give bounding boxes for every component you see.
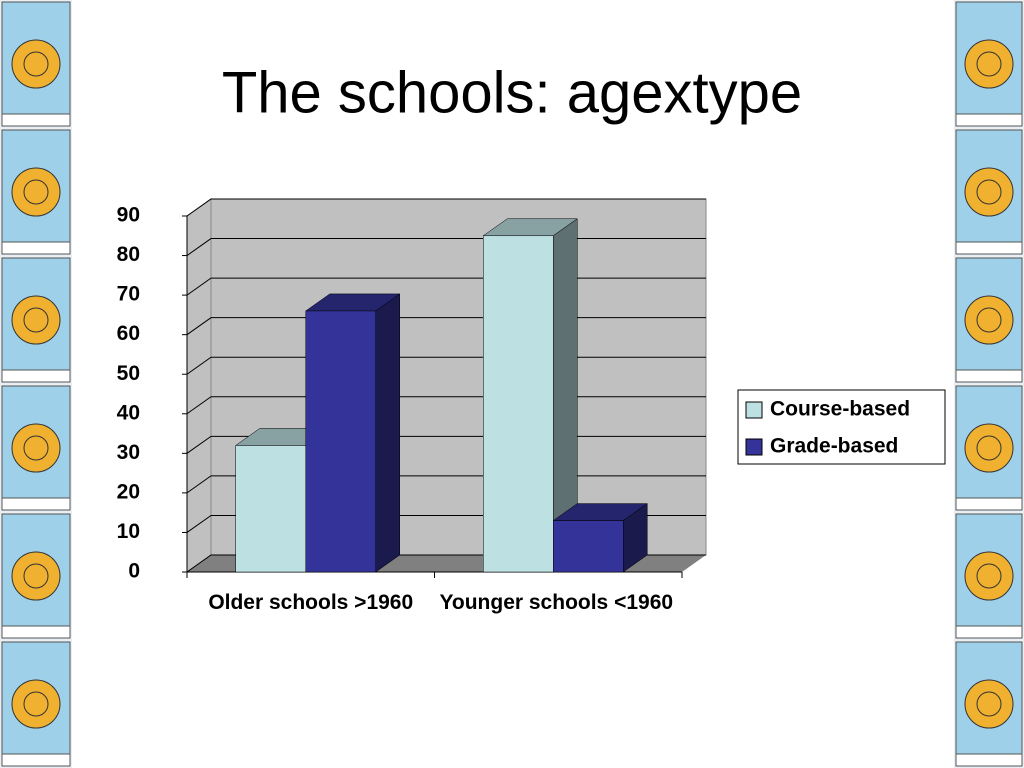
legend-swatch xyxy=(745,401,763,419)
card-wheel-inner xyxy=(976,51,1002,77)
card-wheel-inner xyxy=(23,563,49,589)
side-wall xyxy=(186,198,212,573)
card-wheel-inner xyxy=(23,307,49,333)
card-footer xyxy=(1,625,71,639)
y-tick-label: 0 xyxy=(128,560,140,583)
y-tick-label: 60 xyxy=(117,322,140,345)
card-footer xyxy=(1,113,71,127)
card-footer xyxy=(955,753,1023,767)
card-wheel-inner xyxy=(976,691,1002,717)
card-wheel-inner xyxy=(976,563,1002,589)
card-footer xyxy=(955,497,1023,511)
card-wheel xyxy=(964,295,1014,345)
card-footer xyxy=(955,369,1023,383)
card-wheel-inner xyxy=(976,307,1002,333)
card-wheel xyxy=(964,39,1014,89)
y-tick-label: 30 xyxy=(117,441,140,464)
x-tick-label: Younger schools <1960 xyxy=(439,591,674,614)
y-tick-label: 20 xyxy=(117,480,140,503)
card-footer xyxy=(955,113,1023,127)
legend-swatch xyxy=(745,438,763,456)
bar-side xyxy=(375,293,400,573)
y-tick-label: 10 xyxy=(117,520,140,543)
card-wheel-inner xyxy=(976,435,1002,461)
y-tick-label: 80 xyxy=(117,243,140,266)
y-tick-label: 70 xyxy=(117,283,140,306)
card-wheel xyxy=(964,167,1014,217)
card-footer xyxy=(955,625,1023,639)
card-wheel-inner xyxy=(23,435,49,461)
bar xyxy=(305,310,376,573)
card-footer xyxy=(1,497,71,511)
card-wheel xyxy=(11,551,61,601)
card-wheel xyxy=(11,423,61,473)
y-tick-label: 90 xyxy=(117,204,140,227)
card-wheel xyxy=(964,551,1014,601)
card-wheel xyxy=(11,679,61,729)
card-footer xyxy=(1,369,71,383)
card-wheel-inner xyxy=(23,691,49,717)
card-wheel xyxy=(964,679,1014,729)
bar xyxy=(483,235,554,573)
y-tick-label: 50 xyxy=(117,362,140,385)
chart-title: The schools: agextype xyxy=(222,60,802,125)
card-wheel xyxy=(11,295,61,345)
x-tick-label: Older schools >1960 xyxy=(208,591,414,614)
card-footer xyxy=(1,753,71,767)
legend-box xyxy=(737,389,946,465)
bar xyxy=(553,520,624,573)
card-footer xyxy=(955,241,1023,255)
legend-label: Grade-based xyxy=(770,435,898,458)
y-tick-label: 40 xyxy=(117,401,140,424)
legend-label: Course-based xyxy=(770,398,910,421)
grid-line xyxy=(186,198,706,217)
bar xyxy=(235,445,306,573)
card-wheel xyxy=(11,39,61,89)
card-wheel-inner xyxy=(976,179,1002,205)
card-wheel xyxy=(11,167,61,217)
card-footer xyxy=(1,241,71,255)
card-wheel-inner xyxy=(23,51,49,77)
card-wheel xyxy=(964,423,1014,473)
card-wheel-inner xyxy=(23,179,49,205)
